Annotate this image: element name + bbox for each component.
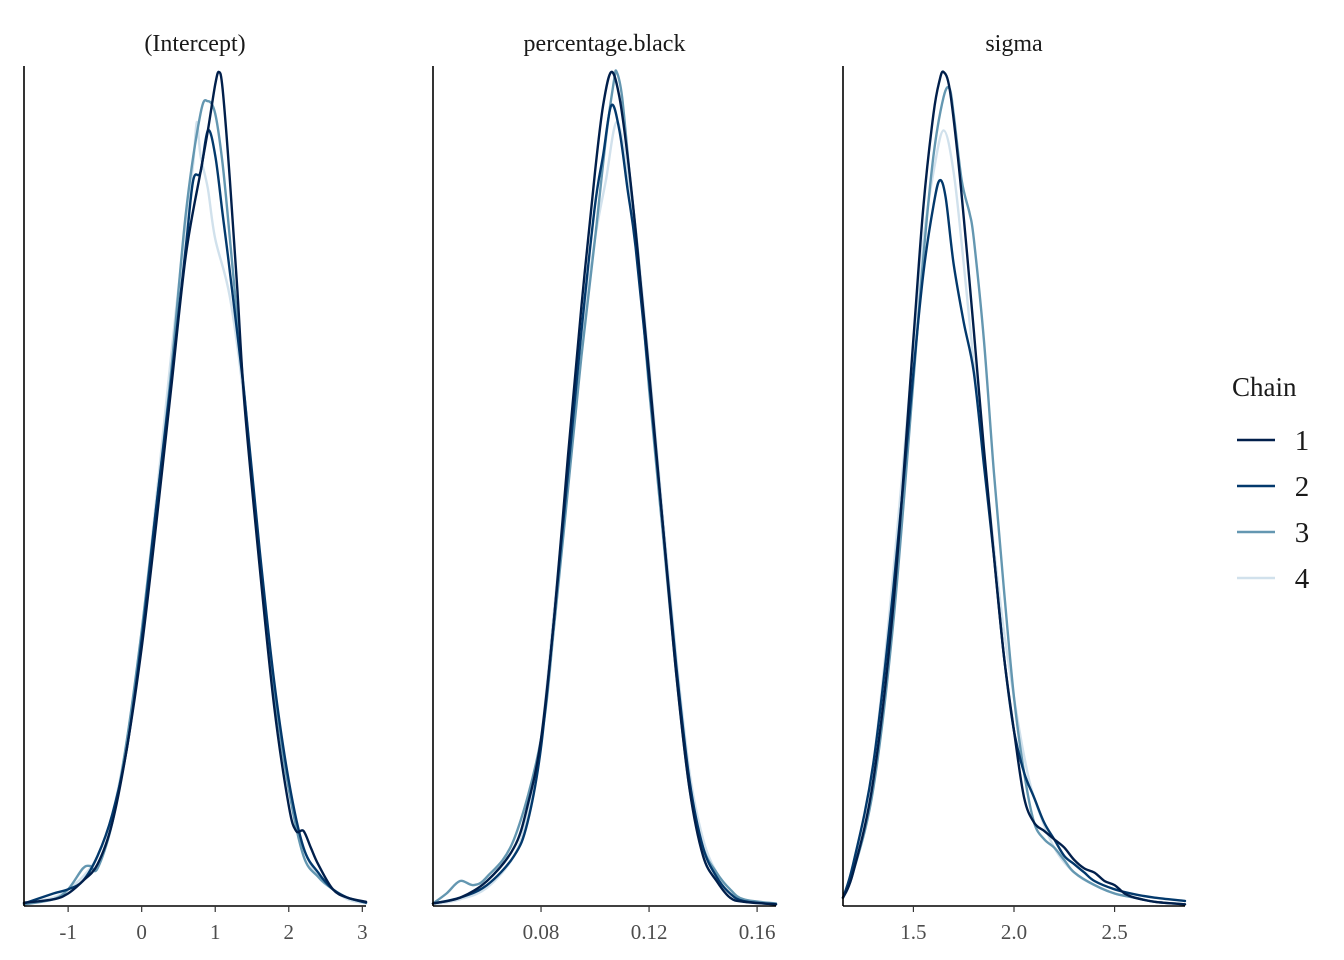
panel-title: sigma [985,31,1043,57]
legend-label-chain-4: 4 [1295,563,1310,595]
chart-panels: (Intercept) -1 0 1 2 3 percentage.black 0.08 0.1… [22,31,1187,944]
density-line-chain-3 [431,69,778,905]
panel-2: sigma 1.5 2.0 2.5 [841,31,1187,944]
x-tick-label: 2.0 [1001,920,1027,944]
chain-legend: Chain 1 2 3 4 [1232,372,1310,595]
density-line-chain-2 [22,128,368,905]
x-tick-label: 2.5 [1101,920,1127,944]
density-line-chain-1 [431,70,778,906]
x-tick-label: 3 [357,920,368,944]
x-tick-label: 2 [284,920,295,944]
density-line-chain-1 [22,70,368,904]
panel-title: (Intercept) [144,31,245,57]
x-tick-label: -1 [59,920,77,944]
panel-1: percentage.black 0.08 0.12 0.16 [431,31,778,944]
density-line-chain-1 [841,70,1187,906]
density-line-chain-4 [431,120,778,906]
x-tick-label: 1 [210,920,221,944]
legend-label-chain-2: 2 [1295,471,1310,503]
legend-title: Chain [1232,372,1297,402]
x-tick-label: 1.5 [900,920,926,944]
x-tick-label: 0 [136,920,147,944]
density-line-chain-2 [431,103,778,906]
x-tick-label: 0.08 [523,920,560,944]
x-tick-label: 0.12 [631,920,668,944]
density-line-chain-4 [841,129,1187,906]
density-line-chain-3 [22,99,368,906]
density-line-chain-4 [22,120,368,905]
legend-label-chain-3: 3 [1295,517,1310,549]
density-line-chain-2 [841,178,1187,903]
x-tick-label: 0.16 [739,920,776,944]
density-line-chain-3 [841,85,1187,906]
panel-title: percentage.black [524,31,686,57]
panel-0: (Intercept) -1 0 1 2 3 [22,31,368,944]
legend-label-chain-1: 1 [1295,425,1310,457]
